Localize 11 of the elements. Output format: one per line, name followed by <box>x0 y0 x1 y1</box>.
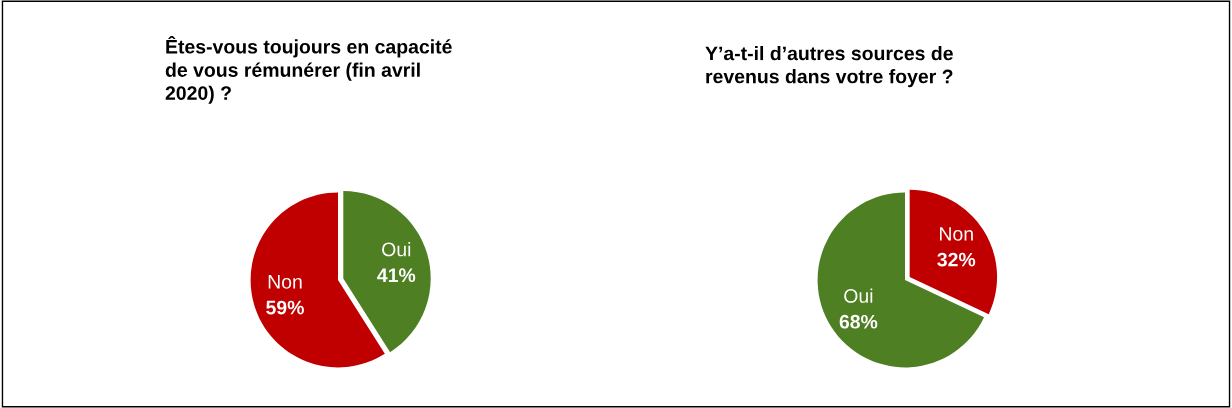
pie-slice <box>343 191 431 353</box>
data-label: 32% <box>937 252 976 267</box>
chart-title: Y’a-t-il d’autres sources de revenus dans votre foyer ? <box>705 46 953 88</box>
data-label: 59% <box>266 300 304 315</box>
data-label: 41% <box>377 268 416 283</box>
slice-label: Oui <box>844 288 873 303</box>
data-label: 68% <box>839 314 878 329</box>
slice-label: Oui <box>382 242 411 257</box>
chart-title: Êtes-vous toujours en capacité de vous rémunérer (fin avril 2020) ? <box>165 36 452 104</box>
slice-label: Non <box>940 227 973 241</box>
slice-label: Non <box>268 275 302 289</box>
